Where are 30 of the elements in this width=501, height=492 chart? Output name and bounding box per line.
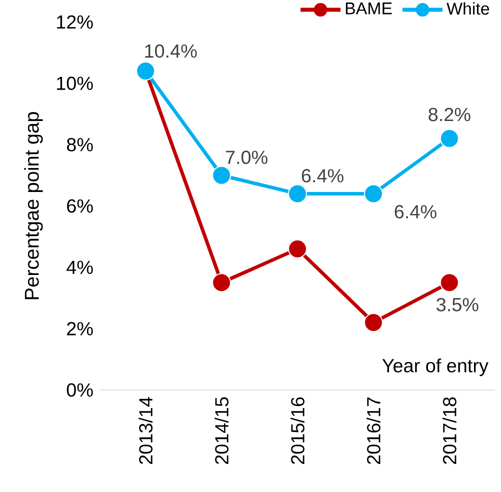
- point: [364, 313, 383, 332]
- y-tick-label: 0%: [66, 383, 93, 397]
- y-tick-label: 4%: [66, 260, 93, 274]
- point: [288, 184, 308, 204]
- y-tick-label: 8%: [66, 138, 93, 152]
- y-tick-label: 12%: [57, 15, 93, 29]
- y-tick-label: 2%: [67, 322, 93, 336]
- data-label: 8.2%: [428, 108, 470, 122]
- data-label: 10.4%: [145, 44, 197, 58]
- point: [364, 184, 383, 204]
- point: [440, 273, 459, 292]
- y-axis-title: Percentgae point gap: [24, 112, 43, 300]
- x-tick-label: 2013/14: [138, 397, 153, 464]
- x-tick-label: 2017/18: [442, 397, 456, 464]
- x-axis-title: Year of entry: [382, 358, 488, 376]
- x-tick-label: 2015/16: [290, 397, 304, 464]
- y-tick-label: 10%: [57, 76, 93, 90]
- data-label: 7.0%: [226, 150, 268, 164]
- point: [440, 129, 459, 148]
- x-tick-label: 2016/17: [366, 397, 380, 464]
- data-label: 3.5%: [436, 298, 478, 312]
- y-tick-label: 6%: [67, 199, 93, 213]
- x-tick-label: 2014/15: [214, 397, 228, 464]
- data-label: 6.4%: [302, 169, 344, 182]
- legend-label: White: [446, 2, 490, 15]
- point: [212, 273, 232, 292]
- legend-label: BAME: [346, 2, 392, 14]
- data-label: 6.4%: [394, 205, 436, 218]
- point: [288, 239, 308, 258]
- point: [212, 166, 232, 185]
